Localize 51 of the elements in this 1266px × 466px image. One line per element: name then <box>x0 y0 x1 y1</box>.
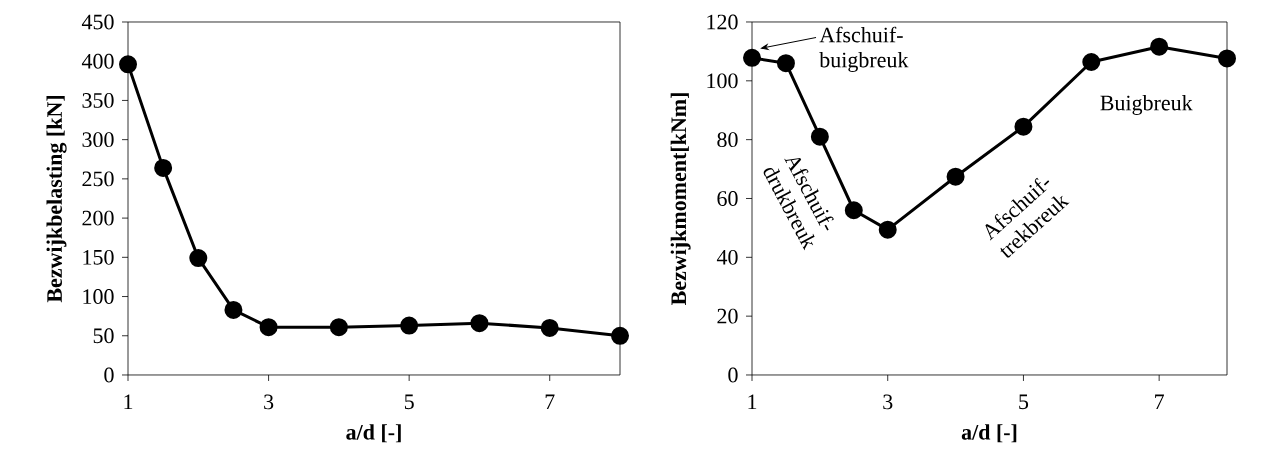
point <box>189 249 208 268</box>
point <box>329 318 348 337</box>
point <box>878 220 897 239</box>
point <box>1218 49 1237 68</box>
y-tick-label: 300 <box>82 132 114 148</box>
point <box>119 55 138 74</box>
y-tick-label: 100 <box>707 73 738 89</box>
point <box>224 300 243 319</box>
y-tick-label: 350 <box>82 93 114 108</box>
y-tick-label: 100 <box>83 289 114 304</box>
x-tick-label: 7 <box>1155 394 1165 409</box>
y-tick-label: 400 <box>81 53 114 69</box>
y-tick-label: 200 <box>82 210 114 226</box>
x-axis-title: a/d [-] <box>961 424 1017 443</box>
point <box>844 201 863 220</box>
y-tick-label: 60 <box>717 191 738 206</box>
y-tick-label: 450 <box>81 14 114 30</box>
x-tick-label: 3 <box>883 394 893 410</box>
x-tick-label: 1 <box>124 394 133 410</box>
y-tick-label: 0 <box>728 367 738 383</box>
point <box>810 127 829 146</box>
point <box>154 158 173 177</box>
x-axis-title: a/d [-] <box>346 424 401 443</box>
annotation: Afschuif-buigbreuk <box>819 26 909 72</box>
point <box>946 167 965 186</box>
y-tick-label: 250 <box>82 171 114 187</box>
point <box>540 318 559 337</box>
point <box>1082 52 1101 71</box>
y-tick-label: 120 <box>707 14 738 30</box>
y-tick-label: 20 <box>717 308 738 324</box>
point <box>400 316 419 335</box>
y-tick-label: 80 <box>717 132 738 148</box>
x-tick-label: 5 <box>404 394 414 410</box>
y-tick-label: 50 <box>93 328 114 344</box>
point <box>1014 117 1033 136</box>
y-tick-label: 40 <box>716 249 738 265</box>
y-axis-title: Bezwijkbelasting [kN] <box>46 95 67 303</box>
point <box>611 326 630 345</box>
point <box>743 48 762 67</box>
point <box>1150 37 1169 56</box>
point <box>776 54 795 73</box>
y-axis-title: Bezwijkmoment[kNm] <box>670 93 691 306</box>
point <box>470 314 489 333</box>
annotation: Buigbreuk <box>1100 94 1193 115</box>
x-tick-label: 5 <box>1019 394 1029 410</box>
x-tick-label: 1 <box>748 394 757 410</box>
y-tick-label: 150 <box>83 249 114 265</box>
point <box>259 318 278 337</box>
y-tick-label: 0 <box>104 367 114 383</box>
x-tick-label: 7 <box>545 394 555 409</box>
x-tick-label: 3 <box>264 394 274 410</box>
